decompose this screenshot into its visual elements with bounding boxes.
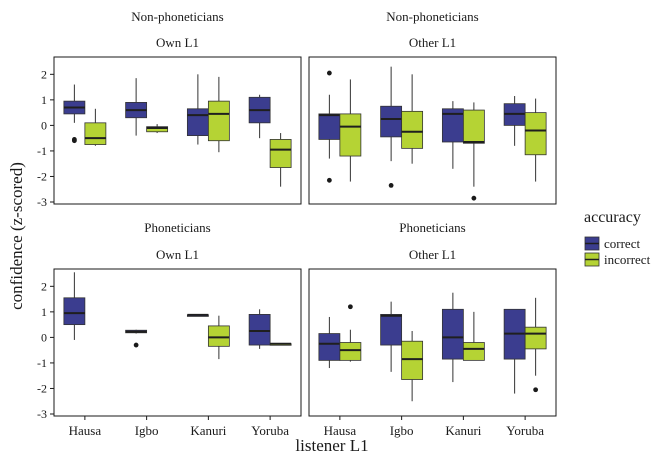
- y-tick-label: -2: [37, 169, 47, 183]
- box-incorrect-outlier: [533, 387, 539, 393]
- box-incorrect: [462, 109, 485, 144]
- legend-label-correct: correct: [604, 236, 640, 251]
- facet-group-label: Non-phoneticians: [131, 9, 223, 24]
- box-incorrect: [146, 126, 169, 133]
- box-incorrect: [84, 122, 107, 145]
- box-incorrect: [269, 139, 292, 168]
- y-tick-label: -1: [37, 144, 47, 158]
- y-tick-label: 2: [41, 67, 47, 81]
- y-axis-title: confidence (z-scored): [7, 162, 26, 310]
- y-tick-label: -2: [37, 381, 47, 395]
- x-tick-label: Yoruba: [251, 423, 289, 438]
- box-correct-outlier: [326, 177, 332, 183]
- x-tick-label: Hausa: [324, 423, 357, 438]
- x-tick-label: Hausa: [69, 423, 102, 438]
- box-correct-outlier: [133, 342, 139, 348]
- facet-group-label: Non-phoneticians: [386, 9, 478, 24]
- y-tick-label: 0: [41, 118, 47, 132]
- y-tick-label: 0: [41, 330, 47, 344]
- y-tick-label: 1: [41, 305, 47, 319]
- box-incorrect: [207, 325, 230, 347]
- facet-speaker-label: Other L1: [409, 247, 456, 262]
- box-incorrect: [524, 112, 547, 156]
- box-incorrect: [401, 340, 424, 380]
- facet-speaker-label: Own L1: [156, 35, 199, 50]
- box-incorrect: [524, 326, 547, 350]
- box-correct: [380, 314, 403, 346]
- box-incorrect: [207, 100, 230, 142]
- panel-frame: [53, 268, 302, 417]
- facet-speaker-label: Own L1: [156, 247, 199, 262]
- box-correct: [380, 105, 403, 138]
- y-tick-label: -3: [37, 407, 47, 421]
- box-correct-outlier: [326, 70, 332, 76]
- box-correct: [248, 314, 271, 346]
- box-incorrect: [462, 342, 485, 361]
- x-tick-label: Yoruba: [506, 423, 544, 438]
- box-correct-outlier: [71, 138, 77, 144]
- y-tick-label: -3: [37, 195, 47, 209]
- facet-speaker-label: Other L1: [409, 35, 456, 50]
- x-tick-label: Kanuri: [190, 423, 226, 438]
- facet-group-label: Phoneticians: [144, 220, 210, 235]
- x-tick-label: Igbo: [135, 423, 159, 438]
- box-correct: [186, 108, 209, 137]
- x-axis-title: listener L1: [295, 436, 368, 455]
- facet-group-label: Phoneticians: [399, 220, 465, 235]
- box-correct: [63, 297, 86, 326]
- y-tick-label: -1: [37, 356, 47, 370]
- box-incorrect-outlier: [347, 304, 353, 310]
- x-tick-label: Igbo: [390, 423, 414, 438]
- box-correct-outlier: [388, 183, 394, 188]
- box-incorrect: [339, 342, 362, 361]
- legend-label-incorrect: incorrect: [604, 252, 651, 267]
- box-incorrect: [401, 110, 424, 149]
- box-correct: [318, 333, 341, 361]
- box-incorrect-outlier: [471, 195, 477, 201]
- x-tick-label: Kanuri: [445, 423, 481, 438]
- y-tick-label: 1: [41, 93, 47, 107]
- box-correct: [441, 308, 464, 360]
- legend-title: accuracy: [584, 209, 641, 226]
- box-incorrect: [339, 113, 362, 157]
- y-tick-label: 2: [41, 279, 47, 293]
- box-correct: [318, 113, 341, 140]
